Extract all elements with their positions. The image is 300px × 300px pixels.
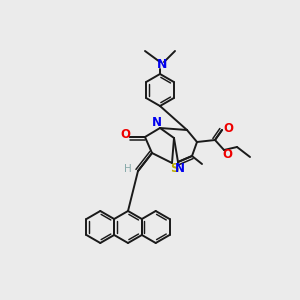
- Text: O: O: [222, 148, 232, 161]
- Text: N: N: [175, 161, 185, 175]
- Text: N: N: [157, 58, 167, 70]
- Text: S: S: [170, 163, 178, 176]
- Text: H: H: [124, 164, 132, 174]
- Text: N: N: [152, 116, 162, 128]
- Text: O: O: [120, 128, 130, 142]
- Text: O: O: [223, 122, 233, 136]
